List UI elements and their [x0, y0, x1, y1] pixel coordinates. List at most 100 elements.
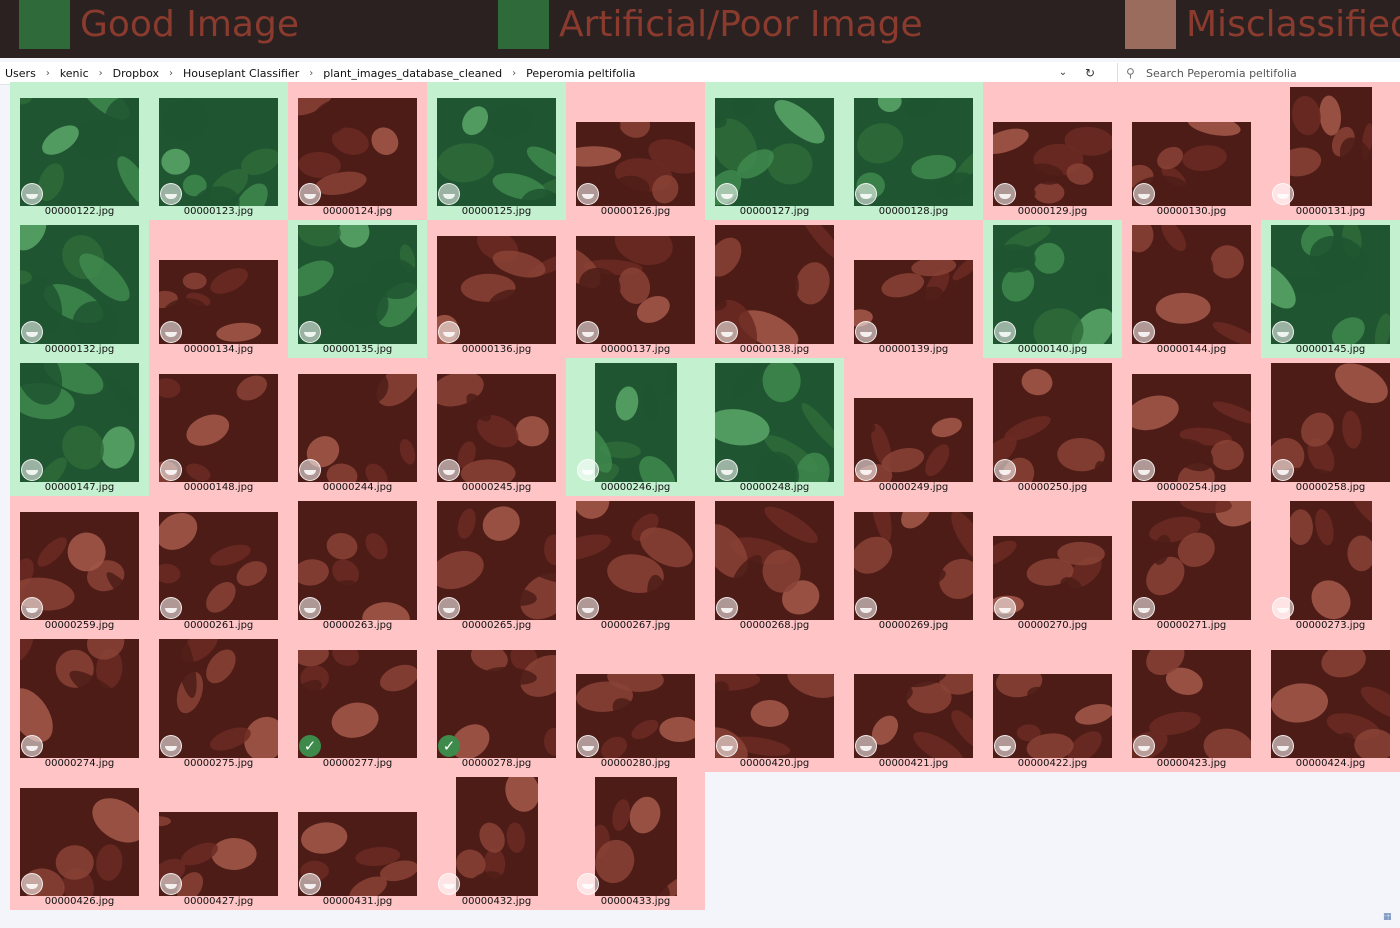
file-tile[interactable]: 00000426.jpg [10, 772, 149, 910]
cloud-sync-icon [994, 597, 1016, 619]
file-name: 00000263.jpg [322, 620, 393, 631]
cloud-sync-icon [994, 459, 1016, 481]
file-tile[interactable]: ✓ 00000278.jpg [427, 634, 566, 772]
checkmark-icon[interactable]: ✓ [299, 735, 321, 757]
file-tile[interactable]: 00000145.jpg [1261, 220, 1400, 358]
file-tile[interactable]: 00000249.jpg [844, 358, 983, 496]
file-tile[interactable]: 00000431.jpg [288, 772, 427, 910]
file-tile[interactable]: 00000148.jpg [149, 358, 288, 496]
file-tile[interactable]: 00000131.jpg [1261, 82, 1400, 220]
file-tile[interactable]: 00000139.jpg [844, 220, 983, 358]
cloud-sync-icon [716, 597, 738, 619]
file-tile[interactable]: 00000263.jpg [288, 496, 427, 634]
file-tile[interactable]: 00000248.jpg [705, 358, 844, 496]
file-tile[interactable]: 00000138.jpg [705, 220, 844, 358]
file-tile[interactable]: 00000136.jpg [427, 220, 566, 358]
file-tile[interactable]: 00000250.jpg [983, 358, 1122, 496]
breadcrumb-peperomia-peltifolia[interactable]: Peperomia peltifolia [526, 66, 636, 80]
file-thumbnail [595, 777, 677, 896]
cloud-sync-icon [21, 873, 43, 895]
file-tile[interactable]: 00000126.jpg [566, 82, 705, 220]
search-input[interactable] [1146, 66, 1386, 80]
refresh-icon[interactable]: ↻ [1084, 66, 1096, 80]
file-tile[interactable]: 00000259.jpg [10, 496, 149, 634]
checkmark-icon[interactable]: ✓ [438, 735, 460, 757]
file-name: 00000278.jpg [461, 758, 532, 769]
file-thumbnail [854, 512, 973, 620]
file-tile[interactable]: 00000137.jpg [566, 220, 705, 358]
file-tile[interactable]: ✓ 00000277.jpg [288, 634, 427, 772]
breadcrumb-houseplant-classifier[interactable]: Houseplant Classifier [183, 66, 300, 80]
file-tile[interactable]: 00000123.jpg [149, 82, 288, 220]
file-thumbnail [298, 374, 417, 482]
file-tile[interactable]: 00000433.jpg [566, 772, 705, 910]
cloud-sync-icon [160, 183, 182, 205]
file-tile[interactable]: 00000427.jpg [149, 772, 288, 910]
breadcrumb-kenic[interactable]: kenic [59, 66, 89, 80]
file-tile[interactable]: 00000125.jpg [427, 82, 566, 220]
file-tile[interactable]: 00000132.jpg [10, 220, 149, 358]
view-toggle-icon[interactable]: ▦ [1383, 912, 1392, 922]
file-tile[interactable]: 00000271.jpg [1122, 496, 1261, 634]
breadcrumb-users[interactable]: Users [5, 66, 36, 80]
file-tile[interactable]: 00000432.jpg [427, 772, 566, 910]
file-tile[interactable]: 00000144.jpg [1122, 220, 1261, 358]
file-tile[interactable]: 00000274.jpg [10, 634, 149, 772]
cloud-sync-icon [299, 597, 321, 619]
file-thumbnail [20, 98, 139, 206]
file-thumbnail [437, 501, 556, 620]
breadcrumb-dropbox[interactable]: Dropbox [112, 66, 159, 80]
legend-misclassified: Misclassified [1125, 0, 1400, 49]
file-name: 00000131.jpg [1295, 206, 1366, 217]
file-name: 00000268.jpg [739, 620, 810, 631]
file-tile[interactable]: 00000258.jpg [1261, 358, 1400, 496]
search-box[interactable]: ⚲ [1117, 63, 1400, 83]
file-tile[interactable]: 00000420.jpg [705, 634, 844, 772]
file-tile[interactable]: 00000269.jpg [844, 496, 983, 634]
file-tile[interactable]: 00000140.jpg [983, 220, 1122, 358]
file-name: 00000274.jpg [44, 758, 115, 769]
file-tile[interactable]: 00000129.jpg [983, 82, 1122, 220]
file-tile[interactable]: 00000244.jpg [288, 358, 427, 496]
chevron-down-icon[interactable]: ⌄ [1058, 67, 1068, 78]
file-tile[interactable]: 00000124.jpg [288, 82, 427, 220]
file-tile[interactable]: 00000134.jpg [149, 220, 288, 358]
cloud-sync-icon [855, 597, 877, 619]
address-bar[interactable]: Users › kenic › Dropbox › Houseplant Cla… [0, 62, 1400, 85]
file-tile[interactable]: 00000267.jpg [566, 496, 705, 634]
file-tile[interactable]: 00000270.jpg [983, 496, 1122, 634]
file-tile[interactable]: 00000130.jpg [1122, 82, 1261, 220]
file-tile[interactable]: 00000147.jpg [10, 358, 149, 496]
file-tile[interactable]: 00000128.jpg [844, 82, 983, 220]
file-tile[interactable]: 00000245.jpg [427, 358, 566, 496]
file-tile[interactable]: 00000275.jpg [149, 634, 288, 772]
file-tile[interactable]: 00000246.jpg [566, 358, 705, 496]
file-tile[interactable]: 00000265.jpg [427, 496, 566, 634]
file-tile[interactable]: 00000254.jpg [1122, 358, 1261, 496]
file-tile[interactable]: 00000422.jpg [983, 634, 1122, 772]
cloud-sync-icon [21, 183, 43, 205]
file-tile[interactable]: 00000135.jpg [288, 220, 427, 358]
file-tile[interactable]: 00000424.jpg [1261, 634, 1400, 772]
search-icon: ⚲ [1126, 66, 1135, 80]
file-tile[interactable]: 00000273.jpg [1261, 496, 1400, 634]
file-tile[interactable]: 00000421.jpg [844, 634, 983, 772]
file-tile[interactable]: 00000268.jpg [705, 496, 844, 634]
breadcrumb-plant-images-database[interactable]: plant_images_database_cleaned [323, 66, 503, 80]
file-tile[interactable]: 00000127.jpg [705, 82, 844, 220]
file-tile[interactable]: 00000261.jpg [149, 496, 288, 634]
cloud-sync-icon [299, 459, 321, 481]
cloud-sync-icon [855, 183, 877, 205]
file-name: 00000271.jpg [1156, 620, 1227, 631]
file-name: 00000258.jpg [1295, 482, 1366, 493]
cloud-sync-icon [438, 321, 460, 343]
file-thumbnail [854, 398, 973, 482]
file-tile[interactable]: 00000423.jpg [1122, 634, 1261, 772]
file-tile[interactable]: 00000280.jpg [566, 634, 705, 772]
legend-misclassified-swatch [1125, 0, 1176, 49]
file-name: 00000427.jpg [183, 896, 254, 907]
file-name: 00000265.jpg [461, 620, 532, 631]
file-name: 00000424.jpg [1295, 758, 1366, 769]
file-tile[interactable]: 00000122.jpg [10, 82, 149, 220]
cloud-sync-icon [1133, 183, 1155, 205]
